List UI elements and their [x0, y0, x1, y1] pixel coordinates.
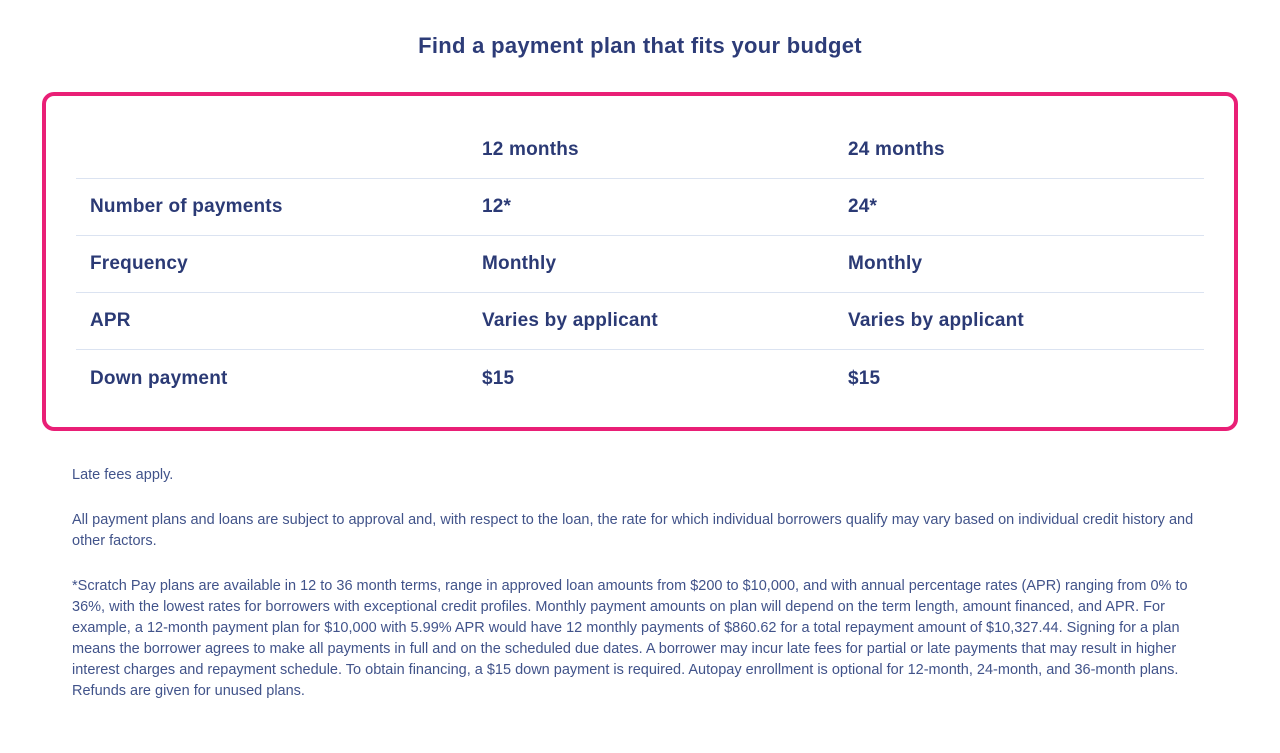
- page-title: Find a payment plan that fits your budge…: [418, 33, 862, 58]
- cell-value-24-months: Monthly: [848, 253, 923, 274]
- table-row-apr: APR Varies by applicant Varies by applic…: [76, 293, 1204, 350]
- approval-note: All payment plans and loans are subject …: [72, 512, 1194, 550]
- table-row-frequency: Frequency Monthly Monthly: [76, 236, 1204, 293]
- late-fees-note: Late fees apply.: [72, 467, 174, 483]
- cell-value-24-months: $15: [848, 367, 881, 389]
- cell-value-24-months: Varies by applicant: [848, 310, 1024, 331]
- row-label: Frequency: [90, 253, 188, 274]
- payment-plan-comparison-card: 12 months 24 months Number of payments 1…: [42, 92, 1238, 431]
- cell-value-12-months: $15: [482, 367, 515, 389]
- cell-value-24-months: 24*: [848, 196, 878, 217]
- row-label: Down payment: [90, 367, 228, 389]
- cell-value-12-months: Varies by applicant: [482, 310, 658, 331]
- table-row-down-payment: Down payment $15 $15: [76, 350, 1204, 407]
- cell-value-12-months: 12*: [482, 196, 512, 217]
- disclaimer-section: Late fees apply. All payment plans and l…: [72, 465, 1208, 702]
- row-label: Number of payments: [90, 196, 283, 217]
- table-row-number-of-payments: Number of payments 12* 24*: [76, 179, 1204, 236]
- cell-value-12-months: Monthly: [482, 253, 557, 274]
- table-header-row: 12 months 24 months: [76, 122, 1204, 179]
- column-header-24-months: 24 months: [848, 139, 945, 160]
- plan-terms-note: *Scratch Pay plans are available in 12 t…: [72, 578, 1188, 700]
- row-label: APR: [90, 310, 131, 331]
- column-header-12-months: 12 months: [482, 139, 579, 160]
